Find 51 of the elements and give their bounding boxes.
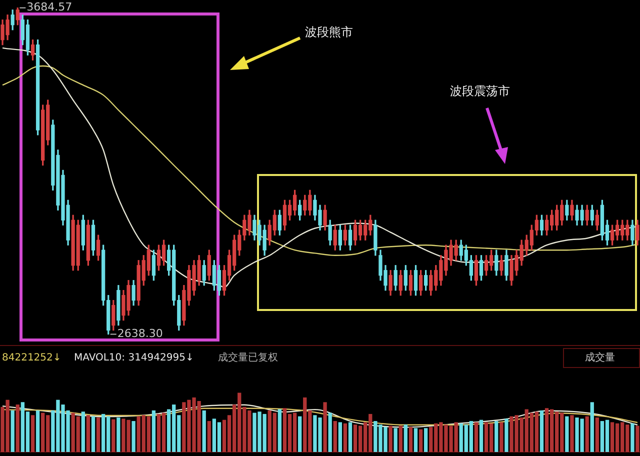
annotation: 波段熊市: [305, 25, 353, 40]
bar: [565, 416, 569, 452]
annotation: 3684.57: [26, 0, 72, 14]
bar: [338, 422, 342, 452]
bar: [590, 402, 594, 452]
bar: [16, 404, 20, 452]
bar: [348, 422, 352, 452]
bar: [36, 410, 40, 452]
bar: [636, 426, 640, 452]
bar: [404, 424, 408, 452]
text: MAVOL10: 314942995↓: [74, 352, 194, 364]
bar: [408, 426, 413, 452]
bar: [298, 416, 302, 452]
bar: [202, 410, 206, 452]
bar: [112, 419, 116, 452]
bar: [152, 410, 156, 452]
bar: [86, 415, 90, 452]
bar: [414, 428, 418, 452]
bar: [81, 412, 85, 452]
bar: [504, 418, 508, 452]
bar: [585, 416, 589, 452]
annotation: 波段震荡市: [450, 84, 510, 98]
bar: [394, 428, 398, 452]
annotation: 2638.30: [117, 327, 163, 340]
bar: [91, 416, 96, 452]
bar: [474, 422, 478, 452]
bar: [96, 417, 100, 452]
bar: [418, 429, 423, 452]
bar: [494, 421, 498, 452]
bar: [398, 426, 402, 452]
bar: [10, 410, 14, 452]
bar: [500, 422, 504, 452]
bar: [630, 423, 634, 452]
bar: [30, 415, 35, 452]
bar: [278, 409, 282, 452]
bar: [595, 417, 599, 452]
bar: [479, 420, 484, 452]
bar: [323, 402, 327, 452]
bar: [207, 421, 211, 452]
bar: [328, 412, 332, 452]
text: 成交量已复权: [218, 352, 278, 364]
bar: [333, 421, 337, 452]
text: 84221252↓: [2, 352, 62, 364]
bar: [388, 426, 392, 452]
bar: [343, 423, 348, 452]
bar: [116, 417, 120, 452]
bar: [132, 421, 136, 452]
bar: [424, 428, 428, 452]
bar: [540, 410, 544, 452]
bar: [570, 415, 574, 452]
text: 成交量: [585, 352, 615, 364]
